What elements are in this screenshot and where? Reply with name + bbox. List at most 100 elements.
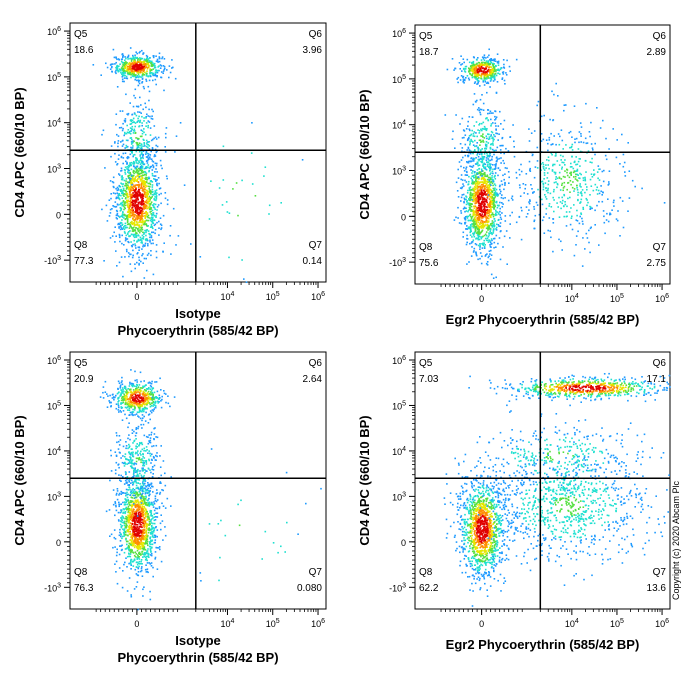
- event-dot: [487, 193, 489, 195]
- event-dot: [139, 163, 142, 165]
- event-dot: [116, 86, 119, 88]
- event-dot: [592, 149, 594, 151]
- event-dot: [466, 174, 469, 176]
- event-dot: [142, 52, 145, 54]
- event-dot: [612, 128, 614, 130]
- event-dot: [477, 158, 480, 161]
- event-dot: [153, 396, 156, 399]
- event-dot: [515, 171, 518, 174]
- event-dot: [496, 53, 499, 55]
- event-dot: [485, 219, 488, 222]
- event-dot: [532, 191, 534, 194]
- event-dot: [130, 123, 133, 125]
- event-dot: [126, 204, 128, 206]
- event-dot: [127, 400, 130, 402]
- event-dot: [133, 65, 136, 68]
- event-dot: [472, 223, 475, 225]
- event-dot: [127, 156, 130, 159]
- event-dot: [482, 133, 484, 135]
- event-dot: [480, 191, 483, 194]
- event-dot: [548, 203, 551, 205]
- event-dot: [568, 176, 571, 179]
- event-dot: [515, 221, 518, 224]
- event-dot: [133, 64, 136, 67]
- event-dot: [137, 84, 140, 87]
- event-dot: [122, 183, 125, 185]
- event-dot: [481, 192, 483, 195]
- event-dot: [120, 58, 123, 61]
- event-dot: [483, 221, 486, 223]
- event-dot: [472, 141, 474, 143]
- event-dot: [138, 193, 141, 196]
- event-dot: [147, 143, 150, 146]
- event-dot: [493, 246, 495, 249]
- event-dot: [145, 177, 147, 180]
- event-dot: [491, 76, 493, 79]
- event-dot: [226, 211, 229, 213]
- event-dot: [496, 132, 499, 135]
- event-dot: [149, 60, 152, 63]
- event-dot: [132, 117, 135, 120]
- event-dot: [162, 70, 165, 72]
- event-dot: [145, 59, 148, 61]
- event-dot: [586, 142, 589, 144]
- event-dot: [569, 166, 572, 168]
- event-dot: [547, 156, 550, 158]
- event-dot: [135, 211, 137, 214]
- event-dot: [485, 78, 488, 80]
- event-dot: [155, 189, 158, 191]
- event-dot: [116, 189, 119, 192]
- event-dot: [493, 138, 495, 141]
- event-dot: [121, 402, 124, 404]
- event-dot: [588, 241, 590, 244]
- event-dot: [574, 178, 577, 180]
- event-dot: [133, 160, 135, 163]
- event-dot: [115, 69, 117, 72]
- event-dot: [477, 74, 479, 76]
- event-dot: [481, 148, 483, 150]
- event-dot: [542, 188, 545, 191]
- event-dot: [132, 132, 135, 134]
- event-dot: [482, 71, 485, 73]
- event-dot: [122, 143, 125, 146]
- event-dot: [135, 188, 137, 190]
- event-dot: [589, 194, 591, 196]
- event-dot: [472, 198, 474, 201]
- event-dot: [145, 192, 148, 194]
- event-dot: [128, 223, 130, 225]
- event-dot: [489, 258, 492, 260]
- event-dot: [126, 219, 129, 221]
- event-dot: [134, 179, 137, 181]
- event-dot: [143, 117, 145, 119]
- event-dot: [147, 85, 150, 88]
- event-dot: [545, 139, 548, 141]
- event-dot: [145, 231, 147, 234]
- event-dot: [473, 214, 475, 216]
- event-dot: [132, 219, 135, 221]
- event-dot: [476, 154, 478, 156]
- quadrant-name-q8: Q8: [74, 240, 88, 251]
- event-dot: [503, 152, 505, 155]
- event-dot: [578, 141, 580, 144]
- event-dot: [555, 178, 557, 180]
- event-dot: [120, 155, 123, 158]
- event-dot: [138, 177, 141, 179]
- event-dot: [127, 185, 129, 188]
- event-dot: [140, 260, 142, 263]
- event-dot: [152, 206, 155, 208]
- event-dot: [136, 79, 138, 82]
- event-dot: [139, 71, 142, 73]
- event-dot: [471, 236, 473, 238]
- event-dot: [482, 184, 484, 186]
- event-dot: [485, 182, 488, 185]
- event-dot: [141, 180, 144, 182]
- event-dot: [627, 142, 629, 144]
- event-dot: [163, 89, 165, 92]
- event-dot: [472, 63, 475, 66]
- event-dot: [132, 222, 135, 224]
- event-dot: [493, 176, 496, 178]
- event-dot: [487, 190, 489, 192]
- event-dot: [483, 84, 486, 86]
- event-dot: [488, 203, 491, 205]
- event-dot: [591, 176, 594, 178]
